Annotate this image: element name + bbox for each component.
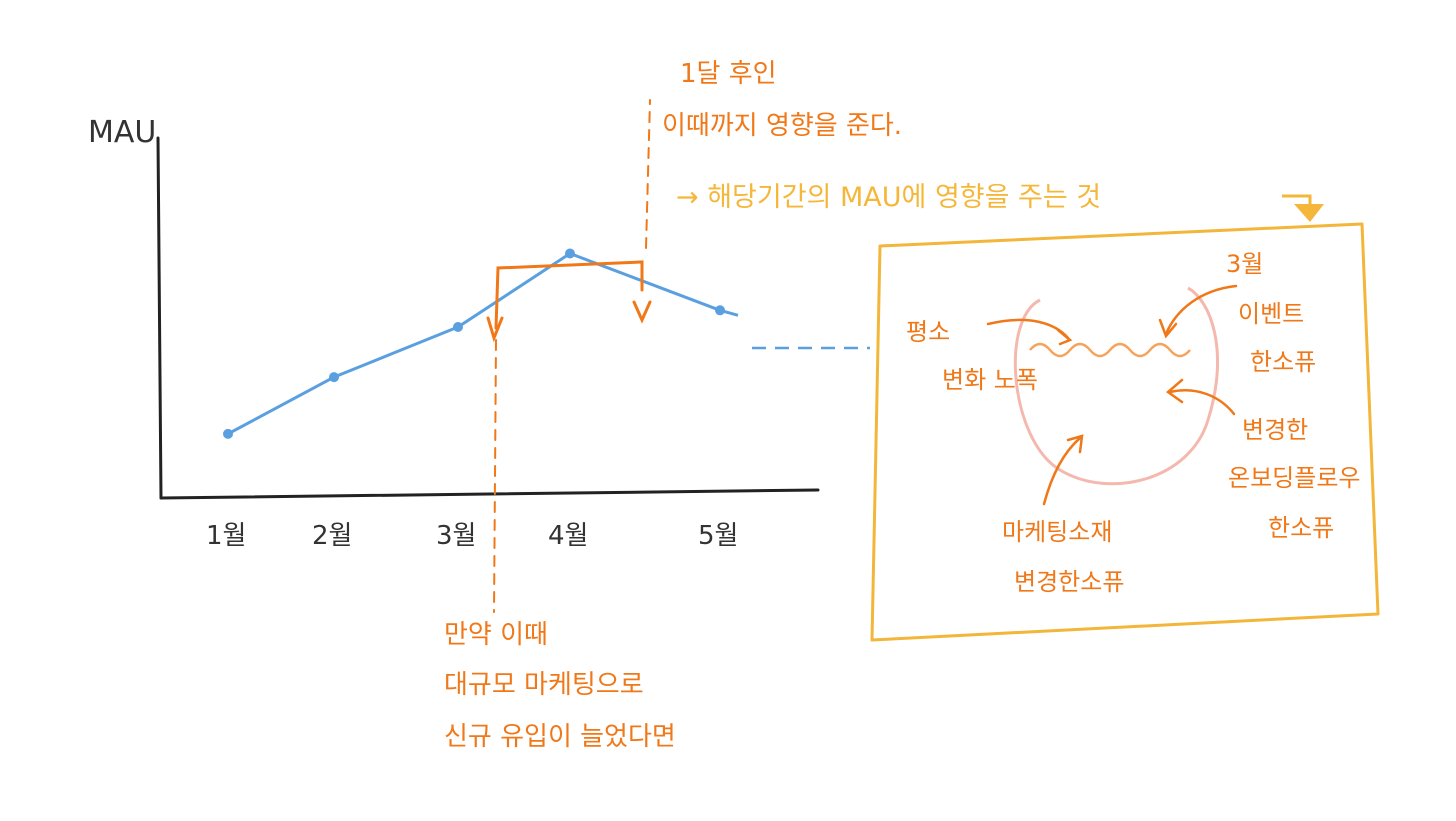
arrow-note: → 해당기간의 MAU에 영향을 주는 것 xyxy=(676,182,1101,213)
bottom-line1: 만약 이때 xyxy=(444,620,548,650)
y-axis-label: MAU xyxy=(88,115,156,150)
factor-right-1: 변경한 xyxy=(1242,416,1308,444)
dashed-line-start xyxy=(493,339,497,613)
bracket-arrow-right xyxy=(632,300,652,324)
data-point xyxy=(453,322,463,332)
arrow-from-bottom xyxy=(1042,436,1082,506)
bracket-arrow-left xyxy=(486,316,504,343)
axes: MAU xyxy=(88,115,820,500)
mau-squiggle xyxy=(1029,342,1191,358)
data-point xyxy=(715,305,725,316)
factor-box: 평소 변화 노폭 3월 이벤트 한소퓨 변경한 온보딩플로우 한소퓨 마케팅소재… xyxy=(752,222,1380,642)
factor-left-2: 변화 노폭 xyxy=(942,366,1038,394)
factor-bottom-2: 변경한소퓨 xyxy=(1014,568,1124,596)
mau-series xyxy=(223,248,739,439)
arrow-from-top xyxy=(1164,284,1238,336)
mau-circle xyxy=(1013,286,1220,486)
factor-top-3: 한소퓨 xyxy=(1250,348,1316,376)
x-tick-label: 5월 xyxy=(698,521,738,551)
arrow-from-left-head xyxy=(1056,328,1073,346)
bottom-line3: 신규 유입이 늘었다면 xyxy=(444,722,676,752)
x-tick-label: 4월 xyxy=(548,521,588,551)
arrow-from-right-head xyxy=(1165,378,1184,404)
data-point xyxy=(565,248,575,259)
factor-right-2: 온보딩플로우 xyxy=(1228,464,1360,492)
data-point xyxy=(329,372,339,383)
y-axis xyxy=(156,136,163,500)
bottom-line2: 대규모 마케팅으로 xyxy=(444,670,644,700)
period-bracket xyxy=(486,99,652,613)
data-point xyxy=(223,428,233,439)
x-axis xyxy=(159,488,820,500)
x-tick-label: 3월 xyxy=(436,521,476,551)
factor-right-3: 한소퓨 xyxy=(1268,514,1334,542)
confirm-line2: 이때까지 영향을 준다. xyxy=(662,111,902,141)
factor-top-1: 3월 xyxy=(1226,250,1263,278)
factor-box-border xyxy=(870,222,1380,642)
factor-left-1: 평소 xyxy=(906,318,950,346)
factor-bottom-1: 마케팅소재 xyxy=(1002,518,1112,546)
series-line xyxy=(227,252,739,436)
bracket-top xyxy=(494,260,644,330)
arrow-from-top-head xyxy=(1158,318,1178,339)
arrow-from-right xyxy=(1168,389,1236,416)
x-tick-label: 2월 xyxy=(312,521,352,551)
arrow-from-left xyxy=(986,318,1070,340)
x-tick-label: 1월 xyxy=(206,521,246,551)
dashed-line-end xyxy=(645,99,651,249)
x-tick-labels: 1월 2월 3월 4월 5월 xyxy=(206,521,738,551)
corner-arrow-head xyxy=(1294,204,1324,222)
arrow-from-bottom-head xyxy=(1066,434,1084,454)
factor-top-2: 이벤트 xyxy=(1238,300,1304,328)
confirm-title: 1달 후인 xyxy=(680,59,777,89)
